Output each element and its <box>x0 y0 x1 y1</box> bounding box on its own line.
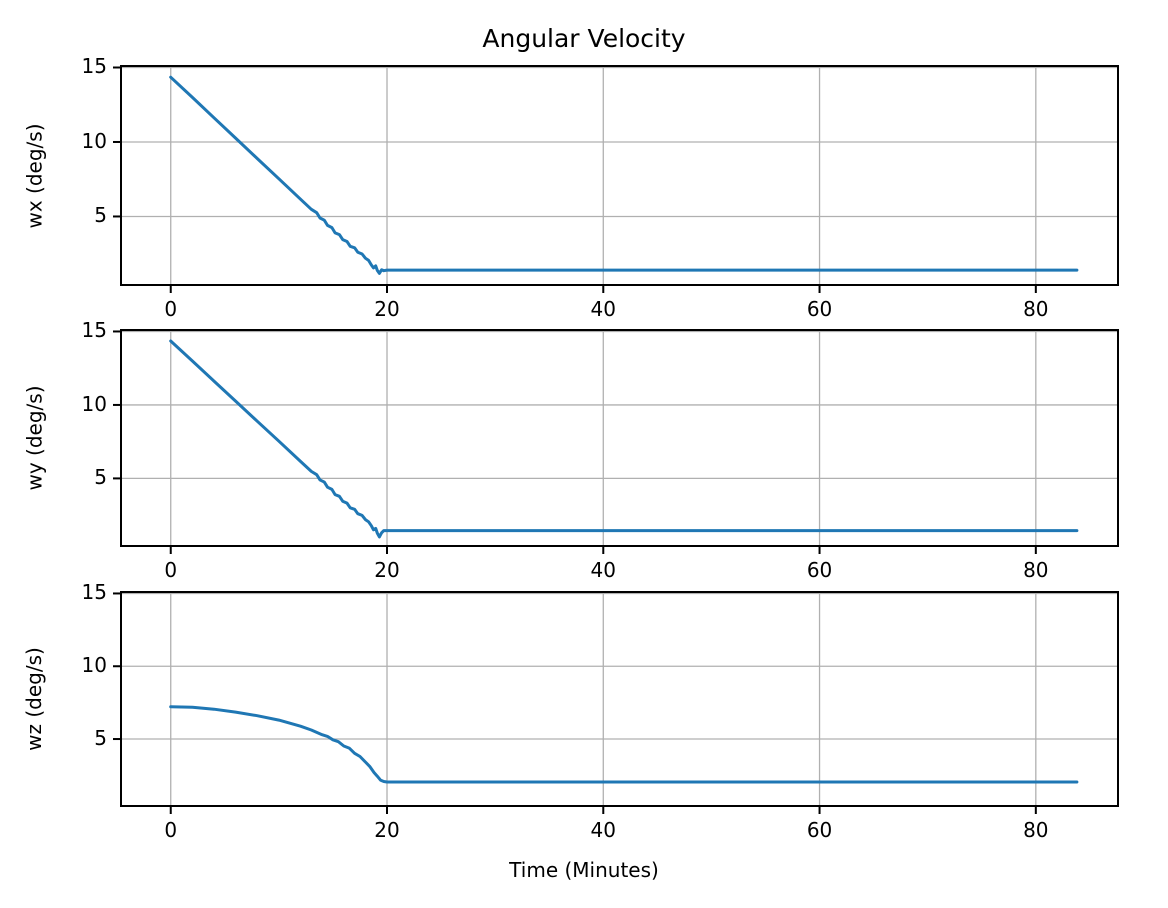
y-tick-label: 10 <box>81 653 107 678</box>
axes-frame <box>120 329 1119 547</box>
x-tick-label: 20 <box>374 297 400 321</box>
x-tick-label: 60 <box>806 297 833 321</box>
y-tick-label: 5 <box>94 465 107 490</box>
x-tick-label: 60 <box>806 818 833 842</box>
wy-series-line <box>169 339 1079 539</box>
x-tick-label: 40 <box>590 297 616 321</box>
x-tick-label: 40 <box>590 818 616 842</box>
wz-series-line <box>169 705 1079 784</box>
axes-frame <box>120 65 1119 286</box>
y-tick-label: 10 <box>81 128 107 153</box>
chart-title: Angular Velocity <box>482 24 686 53</box>
x-tick-label: 20 <box>374 558 400 582</box>
x-tick-label: 20 <box>374 818 400 842</box>
x-tick-label: 0 <box>164 818 178 842</box>
y-tick-label: 10 <box>81 391 107 416</box>
y-tick-label: 15 <box>81 54 107 79</box>
x-tick-label: 80 <box>1023 297 1049 321</box>
y-axis-label-wz-text: wz (deg/s) <box>22 647 47 751</box>
x-tick-label: 0 <box>164 297 178 321</box>
y-axis-label-wx-text: wx (deg/s) <box>22 122 47 229</box>
y-tick-label: 5 <box>94 726 107 751</box>
wx-series-line <box>169 75 1079 275</box>
y-tick-label: 15 <box>81 580 107 605</box>
y-tick-label: 5 <box>94 203 107 228</box>
x-tick-label: 80 <box>1023 818 1049 842</box>
x-axis-label: Time (Minutes) <box>509 858 659 882</box>
axes-frame <box>120 591 1119 807</box>
x-tick-label: 0 <box>164 558 178 582</box>
x-tick-label: 60 <box>806 558 833 582</box>
y-tick-label: 15 <box>81 318 107 343</box>
x-tick-label: 40 <box>590 558 616 582</box>
x-tick-label: 80 <box>1023 558 1049 582</box>
y-axis-label-wy-text: wy (deg/s) <box>22 385 47 491</box>
